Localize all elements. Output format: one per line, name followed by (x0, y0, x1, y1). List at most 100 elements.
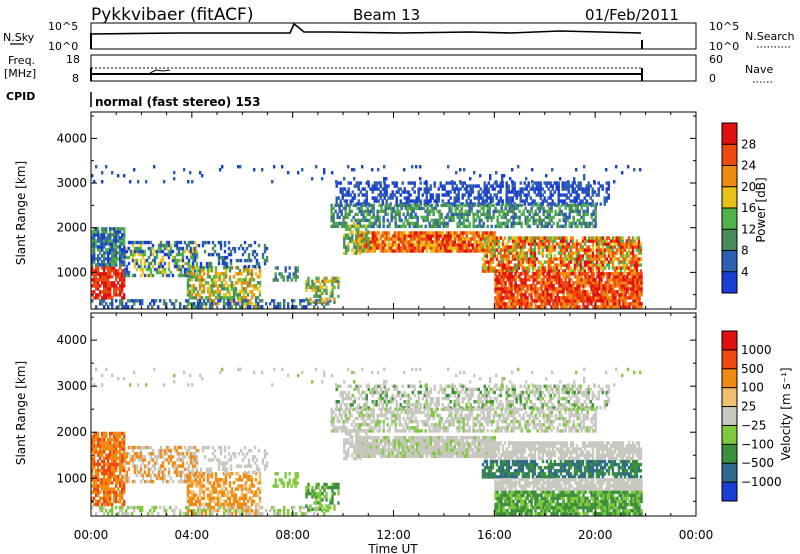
power-cell (489, 245, 493, 249)
power-cell (634, 302, 637, 306)
power-cell (574, 209, 577, 214)
power-cell (467, 237, 471, 241)
power-cell (345, 236, 348, 240)
power-cell (548, 278, 551, 282)
power-cell (115, 275, 118, 279)
power-cell (123, 242, 126, 246)
power-cell (354, 203, 357, 208)
power-cell (579, 184, 582, 188)
power-cell (482, 209, 485, 214)
power-cell (420, 206, 423, 211)
power-cell (488, 209, 491, 214)
power-cell (507, 184, 510, 188)
power-cell (556, 221, 559, 226)
power-cell (501, 266, 505, 270)
power-cell (549, 269, 553, 273)
power-cell (117, 245, 120, 249)
power-cell (212, 293, 216, 297)
power-cell (524, 275, 527, 279)
power-cell (432, 224, 435, 229)
power-cell (137, 240, 141, 245)
power-cell (113, 257, 116, 261)
power-cell (513, 239, 517, 243)
power-cell (627, 245, 631, 249)
power-cell (355, 233, 358, 237)
power-cell (433, 243, 437, 247)
power-cell (507, 245, 511, 249)
power-cell (586, 209, 589, 214)
power-cell (456, 224, 459, 229)
power-cell (383, 180, 386, 184)
power-cell (305, 279, 308, 284)
power-cell (592, 290, 595, 294)
power-cell (336, 203, 339, 208)
power-cell (602, 284, 605, 288)
power-cell (564, 221, 567, 226)
power-cell (445, 249, 449, 253)
power-cell (567, 251, 571, 255)
power-cell (467, 243, 471, 247)
power-cell (479, 240, 483, 244)
power-cell (237, 302, 240, 306)
power-cell (591, 248, 595, 252)
power-cell (483, 248, 487, 252)
power-cell (576, 212, 579, 217)
power-cell (587, 260, 591, 264)
power-cell (377, 199, 380, 203)
power-cell (487, 266, 491, 270)
power-cell (393, 240, 397, 244)
power-cell (602, 290, 605, 294)
power-cell (551, 257, 555, 261)
power-cell (514, 302, 517, 306)
power-cell (232, 287, 236, 291)
power-cell (224, 296, 228, 300)
power-cell (447, 190, 450, 194)
power-cell (402, 224, 405, 229)
power-cell (511, 236, 515, 240)
power-cell (441, 237, 445, 241)
power-cell (624, 284, 627, 288)
power-cell (370, 221, 373, 226)
power-cell (635, 257, 639, 261)
power-cell (365, 240, 369, 244)
power-cell (505, 248, 509, 252)
power-cell (491, 251, 495, 255)
power-cell (491, 269, 495, 273)
power-cell (549, 239, 553, 243)
velocity-cell (429, 400, 432, 404)
power-cell (609, 245, 613, 249)
power-cell (600, 302, 603, 306)
power-cell (596, 284, 599, 288)
power-cell (409, 181, 412, 185)
power-cell (121, 287, 124, 291)
velocity-cell (407, 384, 410, 388)
power-cell (452, 218, 455, 223)
power-cell (527, 181, 530, 185)
power-cell (539, 193, 542, 197)
power-cell (357, 224, 360, 228)
power-cell (573, 260, 577, 264)
power-cell (581, 257, 585, 261)
power-cell (356, 221, 359, 226)
power-cell (103, 269, 106, 273)
nave-tick-top: 60 (709, 53, 723, 66)
power-cell (247, 252, 251, 257)
power-cell (562, 284, 565, 288)
power-cell (534, 218, 537, 223)
power-cell (514, 215, 517, 220)
power-cell (479, 243, 483, 247)
power-cell (155, 270, 159, 275)
power-cell (361, 239, 364, 243)
power-cell (381, 243, 385, 247)
power-cell (532, 218, 535, 223)
power-cell (383, 240, 387, 244)
power-cell (585, 193, 588, 197)
power-cell (532, 275, 535, 279)
power-cell (537, 187, 540, 191)
power-cell (185, 273, 189, 278)
power-cell (109, 281, 112, 285)
power-cell (514, 206, 517, 211)
power-cell (496, 296, 499, 300)
power-cell (330, 218, 333, 223)
velocity-cell (363, 403, 366, 407)
